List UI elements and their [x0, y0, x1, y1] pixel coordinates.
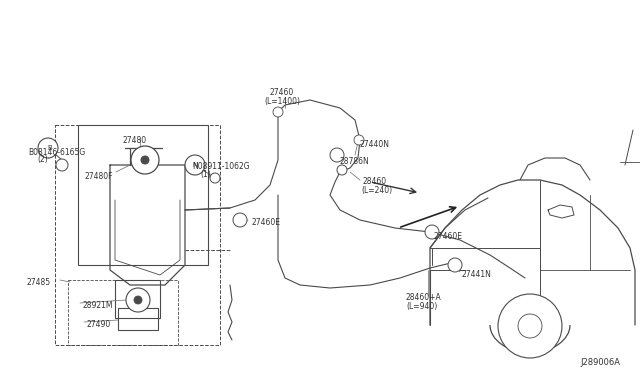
Text: (L=1400): (L=1400)	[264, 97, 300, 106]
Text: 27441N: 27441N	[462, 270, 492, 279]
Circle shape	[38, 138, 58, 158]
Text: 27485: 27485	[26, 278, 50, 287]
Circle shape	[498, 294, 562, 358]
Circle shape	[518, 314, 542, 338]
Circle shape	[131, 146, 159, 174]
Text: B08146-6165G: B08146-6165G	[28, 148, 85, 157]
Bar	[78, 125, 208, 265]
Text: 28921M: 28921M	[82, 301, 113, 310]
Text: 27480F: 27480F	[84, 172, 113, 181]
Circle shape	[233, 213, 247, 227]
Text: (2): (2)	[37, 155, 48, 164]
Circle shape	[425, 225, 439, 239]
Circle shape	[273, 107, 283, 117]
Circle shape	[330, 148, 344, 162]
Bar	[55, 125, 220, 345]
Text: 28460: 28460	[363, 177, 387, 186]
Bar	[118, 308, 158, 330]
Text: 27460E: 27460E	[252, 218, 281, 227]
Circle shape	[185, 155, 205, 175]
Circle shape	[141, 156, 149, 164]
Text: 28786N: 28786N	[340, 157, 370, 166]
Circle shape	[448, 258, 462, 272]
Circle shape	[354, 135, 364, 145]
Bar	[68, 280, 178, 345]
Bar	[115, 280, 160, 318]
Text: 27440N: 27440N	[360, 140, 390, 149]
Circle shape	[56, 159, 68, 171]
Circle shape	[134, 296, 142, 304]
Text: J289006A: J289006A	[580, 358, 620, 367]
Text: (L=240): (L=240)	[361, 186, 392, 195]
Text: 28460+A: 28460+A	[406, 293, 442, 302]
Text: 27460E: 27460E	[434, 232, 463, 241]
Text: B: B	[47, 145, 52, 151]
Circle shape	[126, 288, 150, 312]
Text: 27480: 27480	[122, 136, 146, 145]
Circle shape	[337, 165, 347, 175]
Circle shape	[210, 173, 220, 183]
Text: (1): (1)	[200, 170, 211, 179]
Text: N: N	[193, 162, 198, 168]
Text: N08911-1062G: N08911-1062G	[192, 162, 250, 171]
Text: 27490: 27490	[86, 320, 110, 329]
Text: (L=940): (L=940)	[406, 302, 437, 311]
Text: 27460: 27460	[270, 88, 294, 97]
